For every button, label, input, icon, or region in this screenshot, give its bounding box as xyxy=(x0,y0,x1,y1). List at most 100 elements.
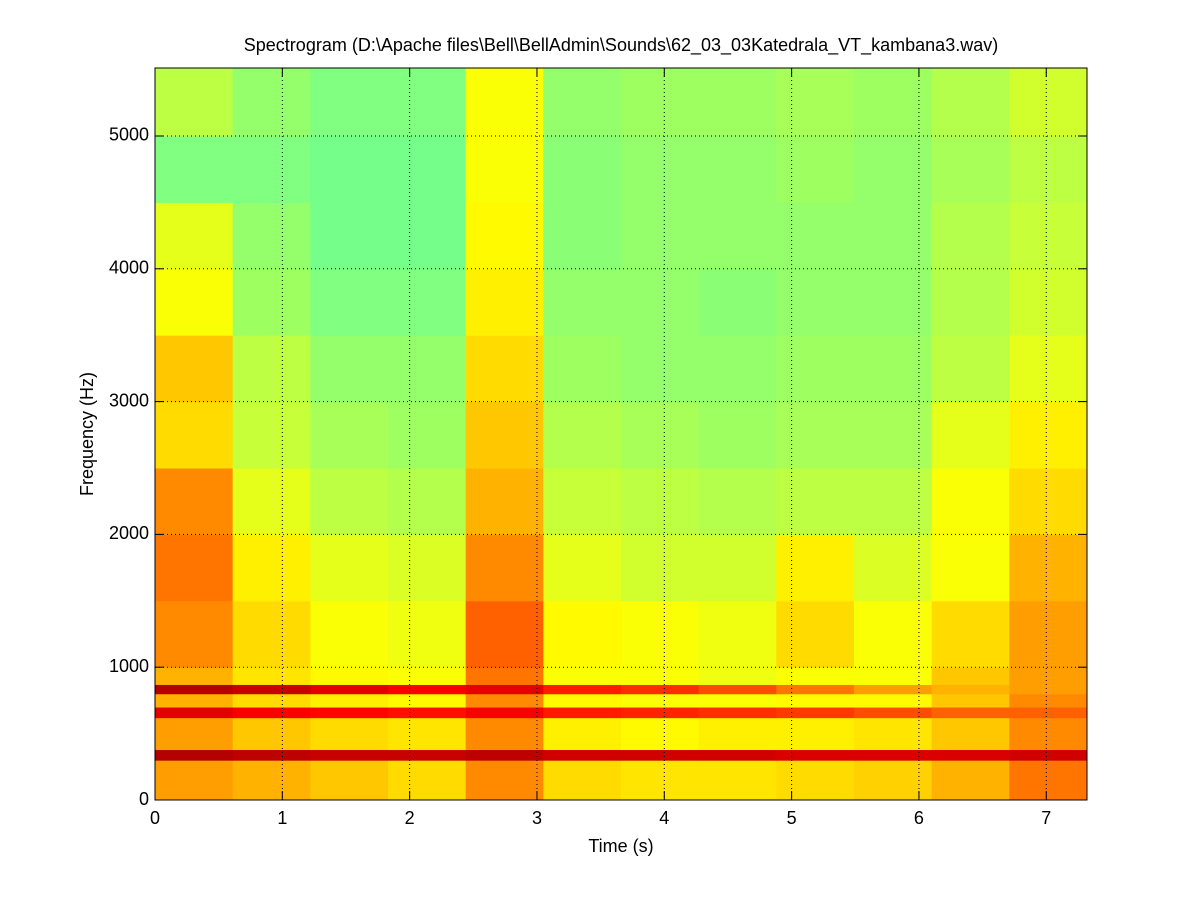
heatmap-cell xyxy=(621,760,700,801)
heatmap-cell xyxy=(854,401,933,469)
heatmap-cell xyxy=(931,268,1010,336)
heatmap-cell xyxy=(1009,335,1088,403)
heatmap-cell xyxy=(388,600,467,668)
heatmap-cell xyxy=(698,749,777,761)
heatmap-cell xyxy=(854,760,933,801)
y-axis-label: Frequency (Hz) xyxy=(77,372,97,496)
heatmap-cell xyxy=(465,717,544,751)
heatmap-cell xyxy=(155,693,234,708)
heatmap-cell xyxy=(310,749,389,761)
heatmap-cell xyxy=(465,693,544,708)
heatmap-cell xyxy=(1009,707,1088,719)
heatmap-cell xyxy=(465,667,544,685)
heatmap-cell xyxy=(543,335,622,403)
heatmap-cell xyxy=(388,335,467,403)
heatmap-cell xyxy=(931,684,1010,695)
heatmap-cell xyxy=(931,401,1010,469)
heatmap-cell xyxy=(465,268,544,336)
heatmap-cell xyxy=(931,135,1010,203)
heatmap-cell xyxy=(854,268,933,336)
heatmap-cell xyxy=(1009,268,1088,336)
heatmap-cell xyxy=(465,749,544,761)
heatmap-cell xyxy=(931,534,1010,602)
heatmap-cell xyxy=(310,335,389,403)
heatmap-cell xyxy=(1009,749,1088,761)
heatmap-cell xyxy=(1009,467,1088,535)
heatmap-cell xyxy=(931,68,1010,137)
heatmap-cell xyxy=(776,335,855,403)
y-tick-label: 2000 xyxy=(109,523,149,543)
heatmap-cell xyxy=(854,135,933,203)
heatmap-cell xyxy=(621,693,700,708)
heatmap-cell xyxy=(388,684,467,695)
heatmap-cell xyxy=(854,684,933,695)
heatmap-cell xyxy=(232,600,311,668)
heatmap-cell xyxy=(1009,684,1088,695)
y-tick-label: 3000 xyxy=(109,390,149,410)
heatmap-cell xyxy=(232,760,311,801)
heatmap-cell xyxy=(465,68,544,137)
heatmap-cell xyxy=(1009,135,1088,203)
heatmap-cell xyxy=(232,401,311,469)
heatmap-cell xyxy=(232,268,311,336)
heatmap-cell xyxy=(1009,68,1088,137)
heatmap-cell xyxy=(155,749,234,761)
heatmap-cell xyxy=(1009,401,1088,469)
x-tick-label: 6 xyxy=(914,808,924,828)
heatmap-cell xyxy=(931,749,1010,761)
heatmap-cell xyxy=(621,684,700,695)
heatmap-cell xyxy=(465,707,544,719)
heatmap-cell xyxy=(310,534,389,602)
heatmap-cell xyxy=(698,467,777,535)
heatmap-cell xyxy=(854,667,933,685)
heatmap-cell xyxy=(232,749,311,761)
heatmap-cell xyxy=(465,467,544,535)
heatmap-cell xyxy=(310,268,389,336)
heatmap-cell xyxy=(931,467,1010,535)
heatmap-cell xyxy=(543,600,622,668)
heatmap-cell xyxy=(388,534,467,602)
heatmap-cell xyxy=(931,760,1010,801)
heatmap-cell xyxy=(465,401,544,469)
heatmap-cell xyxy=(776,760,855,801)
heatmap-cell xyxy=(388,467,467,535)
plot-frame xyxy=(154,67,1088,801)
heatmap-cell xyxy=(931,202,1010,270)
heatmap-cell xyxy=(232,667,311,685)
heatmap-cell xyxy=(621,534,700,602)
heatmap-cell xyxy=(232,467,311,535)
heatmap-cell xyxy=(388,268,467,336)
heatmap-cell xyxy=(776,684,855,695)
heatmap-cell xyxy=(310,68,389,137)
heatmap-cell xyxy=(854,335,933,403)
heatmap-cell xyxy=(1009,760,1088,801)
heatmap-cell xyxy=(388,717,467,751)
heatmap-cell xyxy=(621,707,700,719)
heatmap-cell xyxy=(776,717,855,751)
heatmap-cell xyxy=(854,534,933,602)
heatmap-cell xyxy=(310,135,389,203)
heatmap-cell xyxy=(776,534,855,602)
heatmap-cell xyxy=(543,684,622,695)
heatmap-cell xyxy=(388,68,467,137)
heatmap-cell xyxy=(621,667,700,685)
heatmap-cell xyxy=(931,693,1010,708)
heatmap-cell xyxy=(465,600,544,668)
heatmap-cell xyxy=(854,749,933,761)
heatmap-cell xyxy=(543,401,622,469)
heatmap-cell xyxy=(232,717,311,751)
heatmap-cell xyxy=(698,717,777,751)
heatmap-cell xyxy=(388,707,467,719)
heatmap-cell xyxy=(776,401,855,469)
heatmap-cell xyxy=(698,202,777,270)
heatmap-cell xyxy=(310,707,389,719)
heatmap-cell xyxy=(543,467,622,535)
x-tick-label: 5 xyxy=(787,808,797,828)
heatmap-cell xyxy=(310,760,389,801)
heatmap-cell xyxy=(232,534,311,602)
heatmap-cell xyxy=(698,693,777,708)
heatmap-cell xyxy=(621,335,700,403)
heatmap-cell xyxy=(465,684,544,695)
chart-title: Spectrogram (D:\Apache files\Bell\BellAd… xyxy=(244,35,998,56)
